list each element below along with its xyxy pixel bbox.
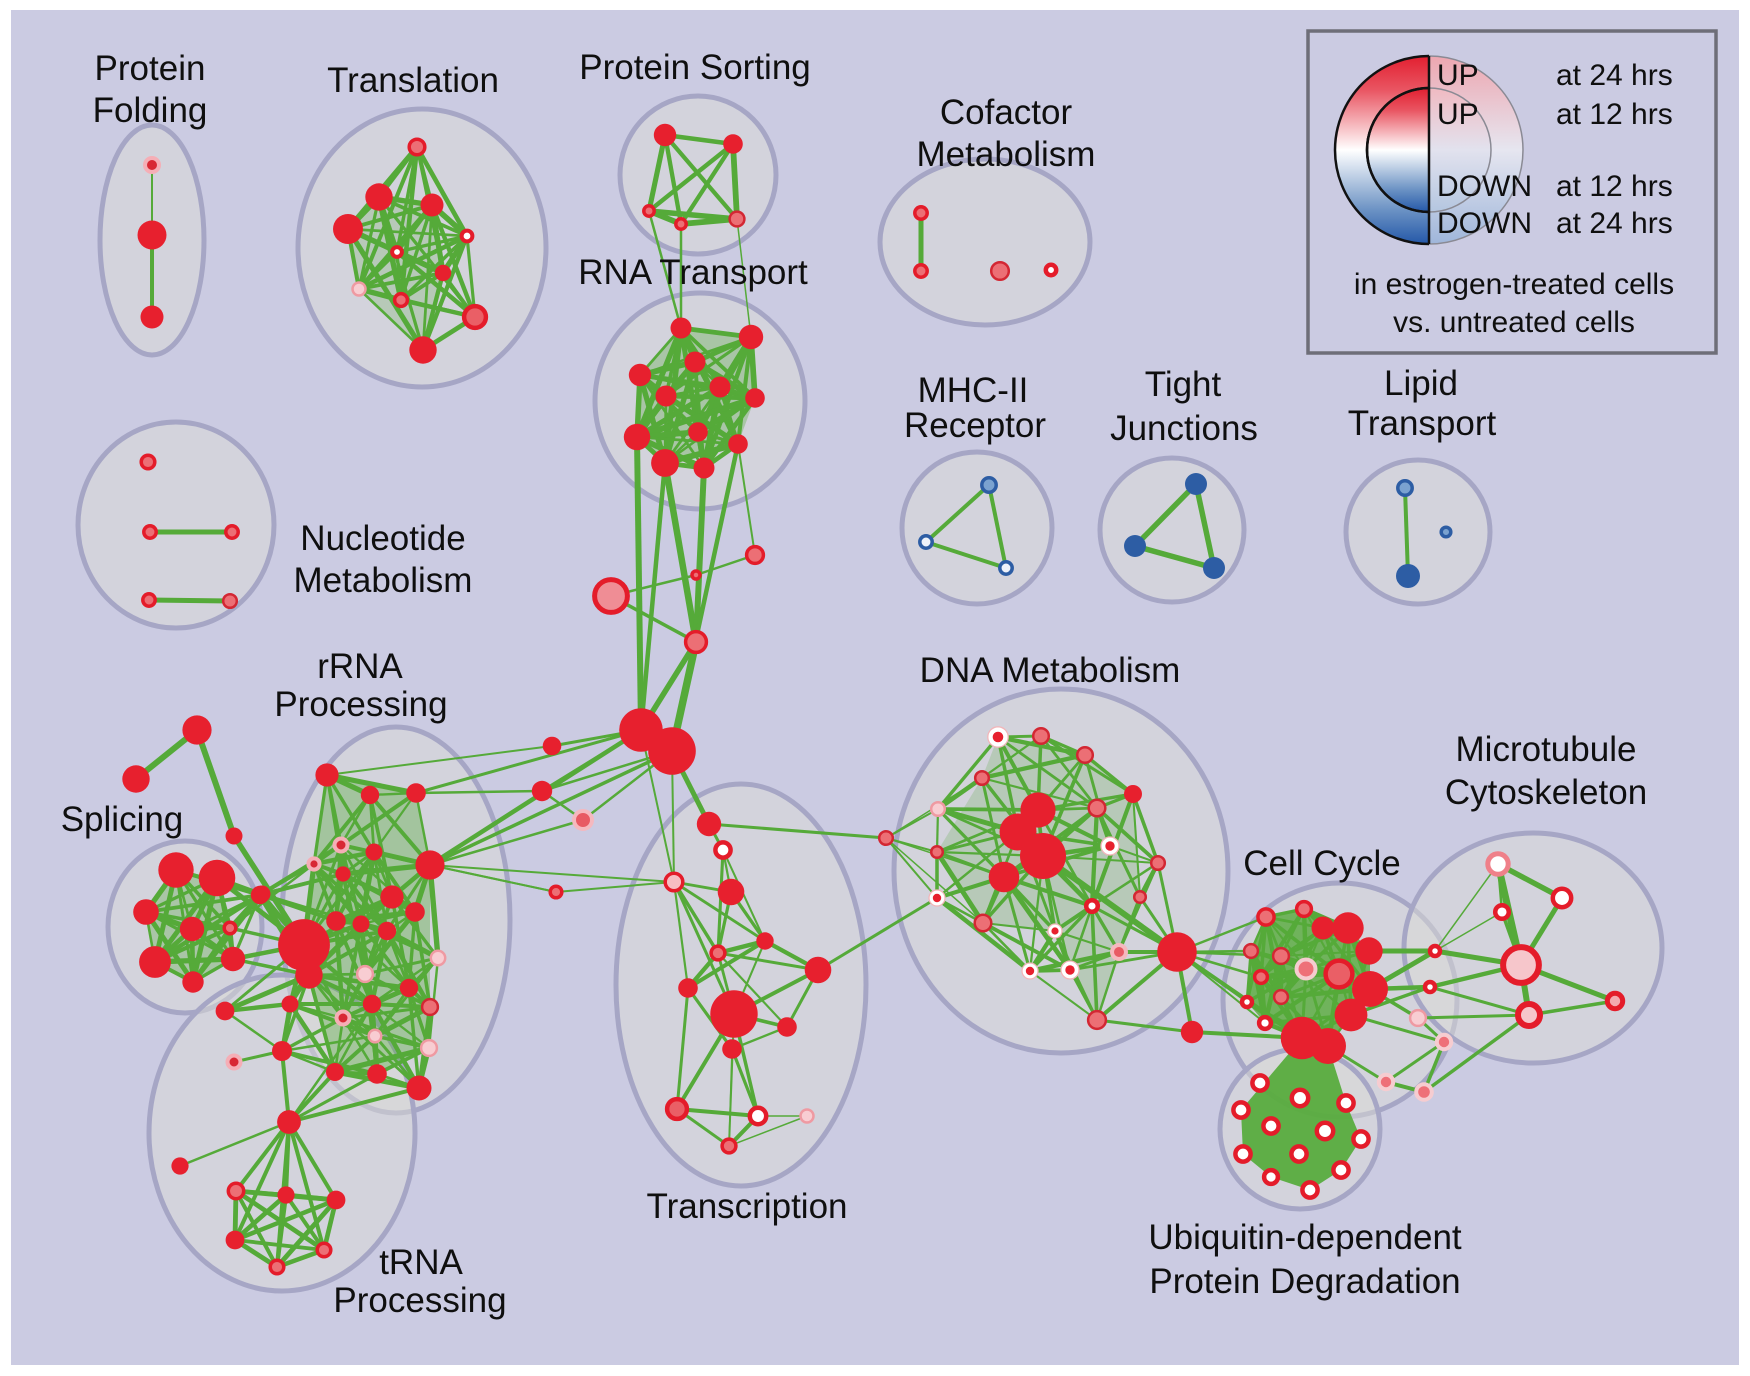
svg-text:in estrogen-treated cells: in estrogen-treated cells	[1354, 268, 1674, 301]
svg-text:vs. untreated cells: vs. untreated cells	[1393, 306, 1635, 339]
svg-text:at 12 hrs: at 12 hrs	[1556, 170, 1673, 203]
svg-text:MHC-II: MHC-II	[918, 371, 1029, 410]
svg-text:Transport: Transport	[1348, 404, 1497, 443]
svg-text:Cofactor: Cofactor	[940, 93, 1073, 132]
svg-text:DNA Metabolism: DNA Metabolism	[920, 651, 1181, 690]
svg-text:Protein Sorting: Protein Sorting	[579, 48, 811, 87]
svg-text:Translation: Translation	[327, 61, 499, 100]
svg-text:Ubiquitin-dependent: Ubiquitin-dependent	[1148, 1218, 1462, 1257]
svg-text:Cell Cycle: Cell Cycle	[1243, 844, 1401, 883]
svg-text:Protein Degradation: Protein Degradation	[1149, 1262, 1460, 1301]
svg-text:Metabolism: Metabolism	[917, 135, 1096, 174]
svg-text:Microtubule: Microtubule	[1456, 730, 1637, 769]
svg-text:Lipid: Lipid	[1384, 364, 1458, 403]
svg-text:Processing: Processing	[333, 1281, 506, 1320]
svg-text:Cytoskeleton: Cytoskeleton	[1445, 773, 1647, 812]
svg-text:Metabolism: Metabolism	[294, 561, 473, 600]
svg-text:Nucleotide: Nucleotide	[300, 519, 465, 558]
svg-text:Protein: Protein	[95, 49, 206, 88]
svg-text:Junctions: Junctions	[1110, 409, 1258, 448]
svg-text:RNA Transport: RNA Transport	[578, 253, 808, 292]
svg-text:DOWN: DOWN	[1437, 207, 1532, 240]
svg-text:at 24 hrs: at 24 hrs	[1556, 207, 1673, 240]
svg-text:Tight: Tight	[1145, 365, 1222, 404]
svg-text:Folding: Folding	[93, 91, 208, 130]
svg-text:tRNA: tRNA	[379, 1243, 463, 1282]
svg-text:Splicing: Splicing	[61, 800, 184, 839]
svg-text:at 12 hrs: at 12 hrs	[1556, 98, 1673, 131]
svg-text:UP: UP	[1437, 98, 1479, 131]
svg-text:rRNA: rRNA	[317, 647, 403, 686]
svg-text:DOWN: DOWN	[1437, 170, 1532, 203]
svg-text:Receptor: Receptor	[904, 406, 1046, 445]
svg-text:at 24 hrs: at 24 hrs	[1556, 59, 1673, 92]
svg-text:Processing: Processing	[274, 685, 447, 724]
svg-text:UP: UP	[1437, 59, 1479, 92]
svg-text:Transcription: Transcription	[647, 1187, 848, 1226]
